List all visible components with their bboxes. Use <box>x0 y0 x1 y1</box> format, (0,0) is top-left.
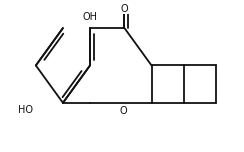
Text: O: O <box>121 3 128 14</box>
Text: HO: HO <box>18 105 33 115</box>
Text: O: O <box>119 106 127 116</box>
Text: OH: OH <box>82 12 98 22</box>
